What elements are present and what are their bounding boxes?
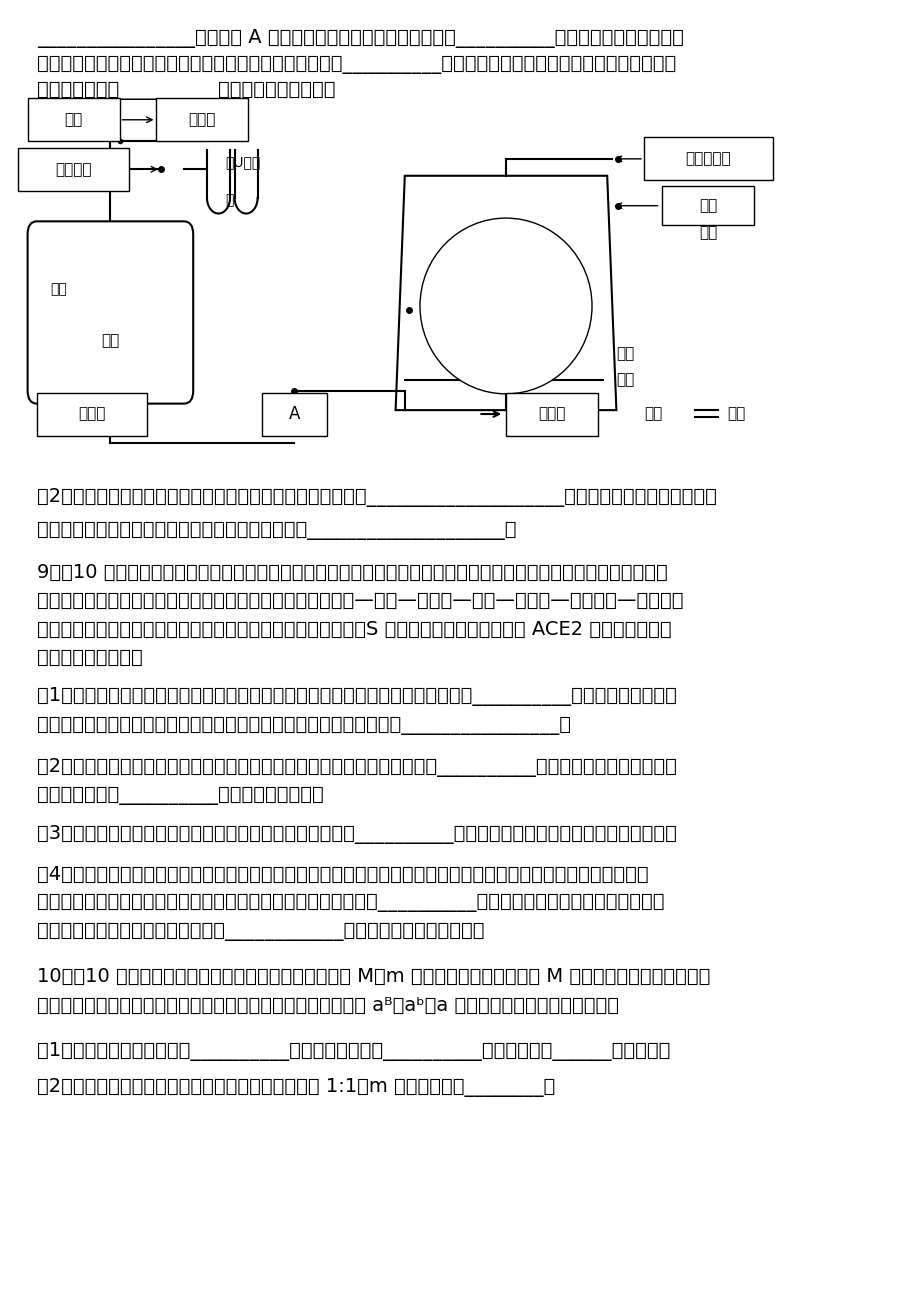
Text: 刨花: 刨花: [616, 346, 634, 361]
FancyBboxPatch shape: [18, 147, 129, 190]
FancyBboxPatch shape: [28, 221, 193, 404]
Text: ∫: ∫: [565, 271, 571, 281]
Text: （2）病毒侵入肺泡细胞，免疫细胞被激活，释放细胞因子，直接刺激下丘脑__________中枢，导致身体发热。过高: （2）病毒侵入肺泡细胞，免疫细胞被激活，释放细胞因子，直接刺激下丘脑______…: [37, 758, 676, 777]
Text: ∫: ∫: [535, 298, 540, 309]
Text: 阀门: 阀门: [726, 406, 744, 422]
Text: 苹果汁: 苹果汁: [188, 112, 216, 128]
Text: 注：: 注：: [643, 406, 662, 422]
Text: 的数量，可采用__________和显微镜直接计数法。: 的数量，可采用__________和显微镜直接计数法。: [37, 81, 335, 100]
Text: A: A: [289, 405, 300, 423]
Text: 甲罐: 甲罐: [101, 333, 119, 348]
Text: 鼻腔，刺激鼻黏膜的神经末梢引起打喷嚏排出病毒，这种反射的特点是________________。: 鼻腔，刺激鼻黏膜的神经末梢引起打喷嚏排出病毒，这种反射的特点是_________…: [37, 716, 570, 736]
Text: 10．（10 分）某雌雄异株植物，其性别分化受等位基因 M、m 控制。研究发现，含基因 M 的受精卵发育成雄株。该植: 10．（10 分）某雌雄异株植物，其性别分化受等位基因 M、m 控制。研究发现，…: [37, 967, 709, 987]
Text: 物培养的角度分析，苹果汁为微生物生长提供的营养物质有__________等；若要统计酵母菌液或含菌培养液中发酵菌: 物培养的角度分析，苹果汁为微生物生长提供的营养物质有__________等；若要…: [37, 55, 675, 74]
Text: ∫: ∫: [481, 307, 485, 318]
Ellipse shape: [420, 217, 592, 393]
FancyBboxPatch shape: [643, 137, 772, 180]
Text: ∫: ∫: [467, 309, 472, 319]
Text: ∫: ∫: [464, 353, 470, 362]
Text: 综合征，甚至死亡。新型冠状病毒感染人体大致路径为：鼻腔—口腔—咽喉部—气管—支气管—细支气管—肺泡。新: 综合征，甚至死亡。新型冠状病毒感染人体大致路径为：鼻腔—口腔—咽喉部—气管—支气…: [37, 591, 683, 611]
Text: 者的有效手段。采用治愈患者的血清进行治疗是因为该血清中含有__________细胞分泌产生的抗体，为了从血清中: 者的有效手段。采用治愈患者的血清进行治疗是因为该血清中含有__________细…: [37, 893, 664, 913]
Text: （1）该植物雌株的基因型是__________，雄株的基因型是__________。绿茎雄株有______种基因型。: （1）该植物雌株的基因型是__________，雄株的基因型是_________…: [37, 1042, 669, 1061]
Text: ∫: ∫: [500, 273, 505, 284]
FancyBboxPatch shape: [505, 392, 597, 435]
Text: 苹果醋: 苹果醋: [538, 406, 565, 422]
Text: 9．（10 分）新型冠状病毒感染肺炎患者往往出现干咳、乏力、发热，会出现缺氧低氧状态，严重时导致急性呼吸窘迫: 9．（10 分）新型冠状病毒感染肺炎患者往往出现干咳、乏力、发热，会出现缺氧低氧…: [37, 562, 667, 582]
Text: 筛选出新型冠状病毒的抗体，可选用____________（蛋白质）与之进行杂交。: 筛选出新型冠状病毒的抗体，可选用____________（蛋白质）与之进行杂交。: [37, 922, 483, 941]
Text: ∫: ∫: [549, 349, 553, 358]
Text: （1）在感染过程中，参与防御新型冠状病毒的非特异性免疫的结构与细胞主要包括__________；新型冠状病毒进入: （1）在感染过程中，参与防御新型冠状病毒的非特异性免疫的结构与细胞主要包括___…: [37, 687, 676, 707]
Text: ∫: ∫: [448, 263, 454, 273]
Text: ∫: ∫: [481, 363, 485, 374]
Text: （3）新型冠状病毒突破人体两道防线后，参与特异性免疫的__________细胞，能够杀伤部分被病毒感染的靶细胞。: （3）新型冠状病毒突破人体两道防线后，参与特异性免疫的__________细胞，…: [37, 825, 676, 845]
Text: 液面: 液面: [51, 283, 67, 296]
Text: 水: 水: [225, 194, 233, 207]
Text: （2）在一个该植物的种群中，雌株与雄株的数目比为 1:1，m 基因的频率为________。: （2）在一个该植物的种群中，雌株与雄株的数目比为 1:1，m 基因的频率为___…: [37, 1078, 554, 1098]
Text: ∫: ∫: [519, 354, 525, 363]
Text: 苹果酒: 苹果酒: [78, 406, 106, 422]
Text: 物刚萌发形成的嫩茎有绿色、紫色与红色三种类型，依次由基因 aᴮ、aᵇ、a 控制，且前者对后者完全显性。: 物刚萌发形成的嫩茎有绿色、紫色与红色三种类型，依次由基因 aᴮ、aᵇ、a 控制，…: [37, 996, 618, 1016]
Text: ________________；若图中 A 代表无菌空气，则乙罐排出的气体中__________的含量明显下降；从微生: ________________；若图中 A 代表无菌空气，则乙罐排出的气体中_…: [37, 29, 683, 48]
Text: ∫: ∫: [489, 253, 494, 262]
Text: ∫: ∫: [529, 319, 534, 329]
Text: ∫: ∫: [518, 284, 524, 294]
FancyBboxPatch shape: [262, 392, 326, 435]
Text: ∫: ∫: [444, 250, 448, 260]
Text: 滤网: 滤网: [616, 372, 634, 387]
Text: ∫: ∫: [449, 253, 455, 263]
Text: （4）在缺乏特效药物和疫苗的前提下，恢复期血浆疗法仍具价值。康复者恢复期血浆是治疗新冠肺炎重症、危重症患: （4）在缺乏特效药物和疫苗的前提下，恢复期血浆疗法仍具价值。康复者恢复期血浆是治…: [37, 865, 648, 884]
Text: ∫: ∫: [496, 339, 502, 348]
Text: 的体温通过影响__________进而影响细胞代谢。: 的体温通过影响__________进而影响细胞代谢。: [37, 786, 323, 806]
Text: 型冠状病毒感染人体细胞的关键就在于其表面的刺突状糖蛋白（S 蛋白）与肺上皮细胞表面的 ACE2 蛋白的特异性结: 型冠状病毒感染人体细胞的关键就在于其表面的刺突状糖蛋白（S 蛋白）与肺上皮细胞表…: [37, 620, 671, 639]
Text: ∫: ∫: [517, 370, 523, 380]
Text: 酵母菌液: 酵母菌液: [55, 161, 92, 177]
Text: ∫: ∫: [461, 355, 466, 366]
Text: 苹果: 苹果: [64, 112, 83, 128]
FancyBboxPatch shape: [37, 392, 147, 435]
Text: 喷头: 喷头: [698, 225, 717, 240]
Text: 蒸馏，应采用萃取法，萃取时不能直接加热的理由是____________________。: 蒸馏，应采用萃取法，萃取时不能直接加热的理由是_________________…: [37, 521, 516, 540]
Text: 含菌培养液: 含菌培养液: [685, 151, 731, 167]
FancyBboxPatch shape: [662, 186, 754, 225]
Text: （2）从玫瑰花瓣中提取玫瑰精油常采用水蒸气蒸馏法，原因是____________________。提取苹果多酚不适宜水蒸气: （2）从玫瑰花瓣中提取玫瑰精油常采用水蒸气蒸馏法，原因是____________…: [37, 488, 716, 508]
FancyBboxPatch shape: [156, 98, 248, 141]
Text: ∫: ∫: [479, 328, 483, 339]
Text: 合。回答下列问题：: 合。回答下列问题：: [37, 648, 142, 668]
Text: 气体: 气体: [698, 198, 717, 214]
Text: ∫: ∫: [520, 358, 525, 368]
FancyBboxPatch shape: [28, 98, 119, 141]
Text: 双U型管: 双U型管: [225, 156, 260, 169]
